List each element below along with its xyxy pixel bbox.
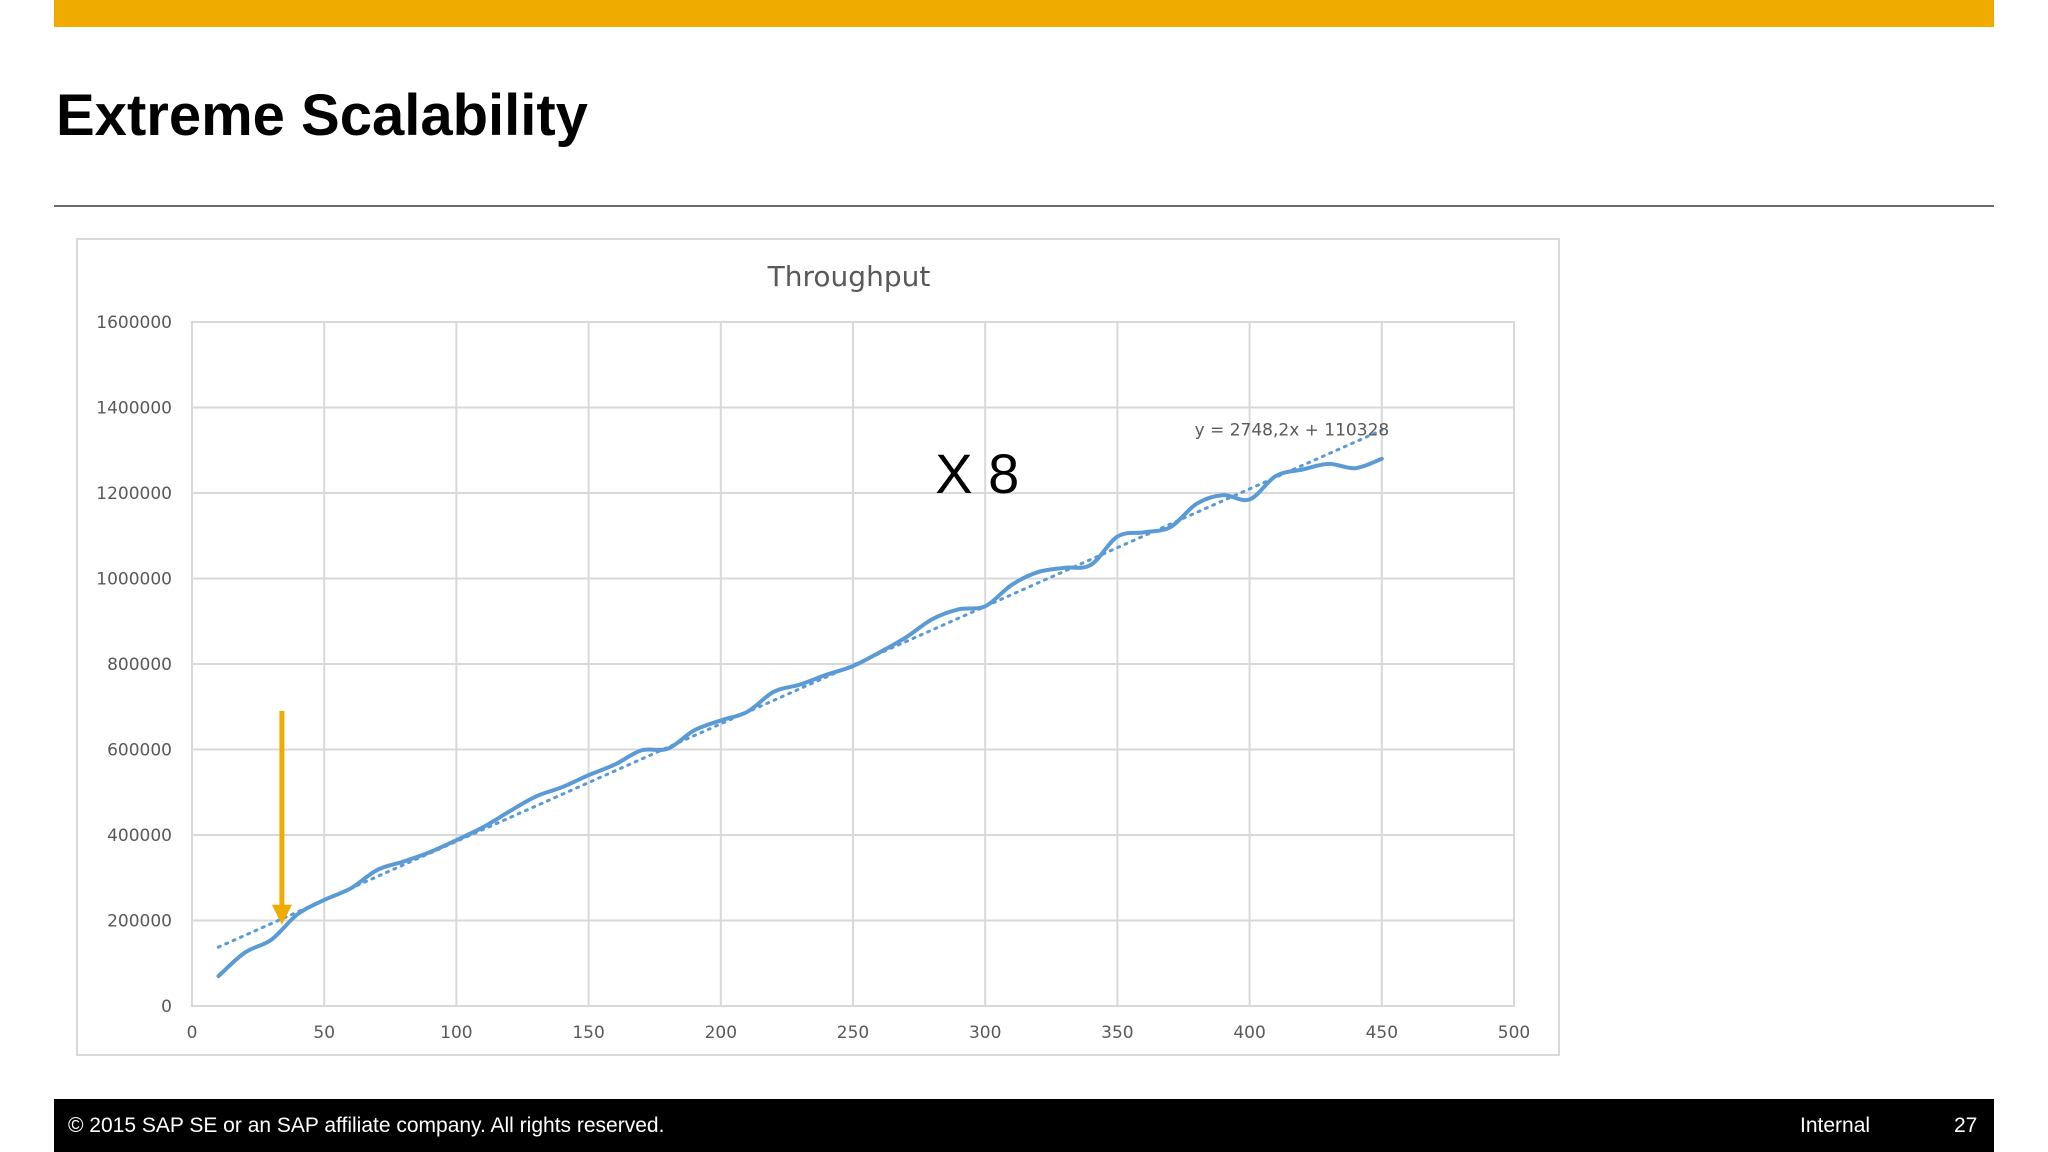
x-tick-label: 300 [969, 1023, 1001, 1043]
x-tick-label: 250 [837, 1023, 869, 1043]
trendline [216, 428, 1384, 949]
scaling-factor-label: X 8 [935, 442, 1019, 505]
y-tick-label: 1000000 [96, 570, 172, 590]
series-group [216, 456, 1384, 979]
y-tick-label: 0 [161, 997, 172, 1017]
x-tick-label: 400 [1233, 1023, 1265, 1043]
page-number: 27 [1954, 1114, 1978, 1137]
throughput-series-line [216, 456, 1384, 979]
page-title: Extreme Scalability [56, 83, 588, 148]
x-tick-label: 50 [313, 1023, 335, 1043]
x-tick-label: 0 [187, 1023, 198, 1043]
title-divider [54, 205, 1994, 207]
x-tick-label: 350 [1101, 1023, 1133, 1043]
y-tick-label: 1600000 [96, 313, 172, 333]
throughput-chart: Throughput 0 200000 400000 600000 800000 1000… [76, 238, 1560, 1056]
y-tick-label: 1400000 [96, 399, 172, 419]
x-tick-label: 450 [1366, 1023, 1398, 1043]
chart-axes: 0 200000 400000 600000 800000 1000000 1200000 1… [96, 313, 1530, 1043]
y-tick-label: 200000 [107, 912, 172, 932]
y-tick-label: 400000 [107, 826, 172, 846]
y-tick-label: 800000 [107, 655, 172, 675]
chart-title: Throughput [767, 260, 931, 293]
y-tick-label: 600000 [107, 741, 172, 761]
footer-bar: © 2015 SAP SE or an SAP affiliate compan… [54, 1099, 1994, 1152]
copyright-text: © 2015 SAP SE or an SAP affiliate compan… [68, 1114, 665, 1137]
annotation-arrow-head [271, 904, 292, 925]
accent-top-bar [54, 0, 1994, 27]
x-tick-label: 100 [440, 1023, 472, 1043]
chart-canvas: Throughput 02000004000006000008000001000… [96, 260, 1530, 1043]
x-tick-label: 500 [1498, 1023, 1530, 1043]
trendline-group [216, 428, 1384, 949]
chart-annotations: y = 2748,2x + 110328 X 8 [271, 420, 1390, 925]
y-tick-label: 1200000 [96, 484, 172, 504]
x-tick-label: 200 [705, 1023, 737, 1043]
trendline-equation-label: y = 2748,2x + 110328 [1195, 420, 1390, 440]
chart-gridlines [191, 321, 1515, 1007]
x-tick-label: 150 [572, 1023, 604, 1043]
classification-label: Internal [1800, 1114, 1871, 1137]
